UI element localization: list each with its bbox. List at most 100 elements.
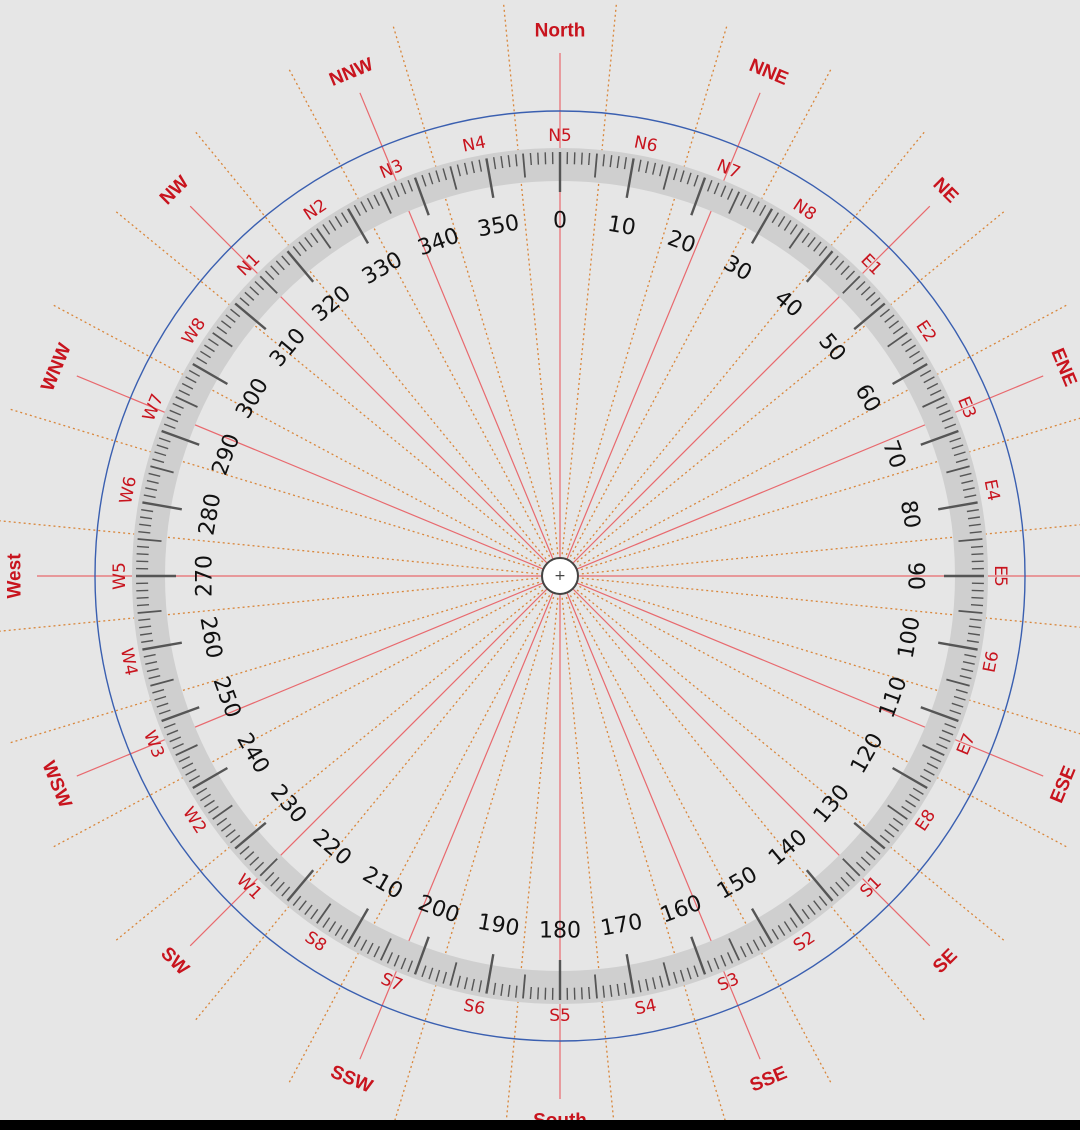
pada-label: S5	[549, 1006, 571, 1026]
degree-tick	[909, 793, 920, 802]
pada-boundary-line	[392, 587, 558, 1127]
degree-tick	[726, 952, 734, 964]
degree-tick	[137, 610, 162, 614]
degree-tick	[485, 953, 495, 994]
degree-tick	[172, 742, 184, 750]
degree-tick	[141, 509, 154, 513]
degree-tick	[456, 975, 461, 988]
degree-tick	[625, 158, 635, 199]
pada-boundary-line	[288, 68, 555, 566]
degree-label: 40	[769, 286, 807, 323]
degree-tick	[500, 156, 504, 169]
center-hub: +	[541, 557, 579, 595]
degree-tick	[142, 501, 183, 511]
degree-tick	[602, 154, 605, 167]
degree-tick	[400, 182, 407, 195]
degree-tick	[937, 501, 978, 511]
degree-tick	[407, 179, 414, 192]
degree-tick	[936, 402, 948, 410]
degree-tick	[938, 736, 951, 743]
degree-tick	[196, 357, 208, 365]
direction-label: ESE	[1047, 763, 1080, 806]
degree-tick	[920, 706, 959, 723]
pada-boundary-line	[568, 210, 1005, 569]
bottom-bar	[0, 1120, 1080, 1130]
pada-boundary-line	[52, 581, 550, 848]
degree-tick	[208, 338, 219, 347]
degree-tick	[929, 755, 942, 763]
degree-tick	[328, 220, 337, 231]
degree-tick	[588, 152, 591, 166]
outer-circle	[94, 110, 1026, 1042]
degree-tick	[471, 161, 475, 174]
degree-tick	[616, 983, 620, 996]
degree-tick	[672, 168, 678, 181]
degree-tick	[955, 458, 968, 464]
degree-tick	[200, 793, 211, 802]
degree-label: 150	[713, 862, 762, 905]
degree-label: 170	[599, 910, 645, 942]
degree-label: 30	[719, 251, 756, 287]
direction-label: SE	[929, 945, 962, 978]
pada-boundary-line	[9, 408, 549, 574]
degree-tick	[919, 369, 932, 377]
degree-tick	[964, 494, 977, 499]
degree-tick	[966, 639, 979, 643]
degree-tick	[616, 156, 620, 169]
degree-label: 300	[231, 374, 274, 423]
degree-label: 130	[809, 780, 855, 828]
degree-tick	[304, 236, 313, 248]
degree-tick	[652, 977, 657, 990]
degree-tick	[515, 154, 518, 167]
degree-tick	[143, 494, 156, 499]
degree-tick	[845, 270, 856, 281]
degree-tick	[686, 967, 692, 980]
degree-tick	[879, 834, 890, 844]
degree-tick	[196, 787, 208, 795]
degree-tick	[216, 326, 228, 335]
degree-tick	[845, 871, 856, 882]
degree-tick	[953, 695, 966, 701]
direction-label: NNE	[746, 55, 791, 90]
degree-tick	[225, 829, 236, 838]
degree-tick	[580, 152, 583, 165]
degree-tick	[720, 954, 727, 967]
degree-tick	[449, 962, 458, 986]
degree-tick	[161, 706, 200, 723]
degree-tick	[855, 280, 866, 291]
degree-tick	[145, 661, 158, 665]
pada-label: W5	[110, 562, 130, 590]
degree-tick	[140, 516, 153, 520]
degree-tick	[136, 553, 149, 556]
degree-tick	[249, 286, 260, 296]
degree-tick	[750, 208, 774, 245]
degree-tick	[478, 159, 483, 172]
direction-label: WNW	[37, 340, 75, 394]
degree-tick	[937, 641, 978, 651]
degree-tick	[970, 604, 984, 607]
degree-tick	[204, 799, 215, 808]
degree-tick	[493, 157, 497, 170]
degree-tick	[962, 487, 975, 491]
degree-tick	[891, 362, 928, 386]
degree-tick	[139, 523, 152, 527]
degree-tick	[941, 729, 954, 736]
degree-tick	[281, 255, 291, 266]
degree-tick	[967, 632, 980, 636]
direction-label: SW	[156, 943, 193, 980]
degree-tick	[961, 668, 974, 673]
degree-tick	[807, 236, 816, 248]
direction-label: SSE	[747, 1063, 790, 1097]
degree-tick	[286, 250, 315, 283]
degree-tick	[777, 925, 786, 936]
degree-tick	[379, 938, 392, 961]
degree-tick	[958, 610, 983, 614]
degree-tick	[292, 895, 302, 906]
degree-tick	[220, 320, 232, 329]
degree-tick	[968, 625, 981, 629]
degree-tick	[752, 939, 760, 951]
pada-boundary-line	[570, 581, 1068, 848]
degree-tick	[679, 969, 685, 982]
degree-tick	[161, 429, 200, 446]
degree-tick	[136, 545, 150, 548]
